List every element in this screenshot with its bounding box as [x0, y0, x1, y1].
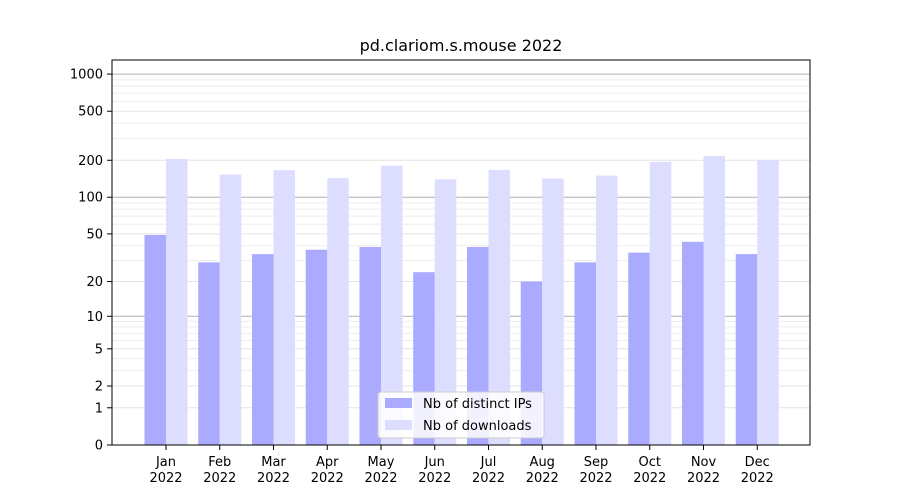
bar-downloads — [434, 179, 457, 445]
y-tick-label: 500 — [78, 105, 103, 120]
y-tick-label: 50 — [86, 227, 103, 242]
bar-downloads — [757, 160, 779, 445]
x-tick-label-year: 2022 — [364, 471, 397, 486]
x-tick-label-year: 2022 — [633, 471, 666, 486]
x-tick-label-month: Mar — [261, 455, 286, 470]
y-axis-ticks: 0 1 2 5 10 20 50 100 200 500 1000 — [70, 68, 112, 454]
bar-distinct-ips — [198, 262, 220, 445]
x-tick-label-year: 2022 — [579, 471, 612, 486]
x-axis-ticks: Jan2022Feb2022Mar2022Apr2022May2022Jun20… — [149, 445, 774, 486]
x-tick-label-month: Oct — [639, 455, 661, 470]
x-tick-label-year: 2022 — [149, 471, 182, 486]
bar-downloads — [219, 174, 242, 446]
x-tick-label-year: 2022 — [418, 471, 451, 486]
legend-label-ips: Nb of distinct IPs — [423, 397, 532, 412]
x-tick-label-month: Feb — [208, 455, 231, 470]
bar-downloads — [542, 178, 564, 445]
plot-frame — [111, 59, 811, 446]
legend-swatch-downloads — [385, 420, 412, 430]
bar-downloads — [381, 165, 403, 445]
y-tick-label: 1 — [95, 401, 103, 416]
x-tick-label-month: Apr — [316, 455, 339, 470]
bar-distinct-ips — [305, 249, 328, 445]
bars — [144, 155, 779, 446]
y-tick-label: 1000 — [70, 68, 103, 83]
x-tick-label-year: 2022 — [257, 471, 290, 486]
x-tick-label-year: 2022 — [526, 471, 559, 486]
chart-title: pd.clariom.s.mouse 2022 — [360, 36, 563, 55]
bar-downloads — [327, 178, 349, 445]
legend-label-downloads: Nb of downloads — [423, 419, 532, 434]
bar-downloads — [596, 175, 618, 446]
x-tick-label-year: 2022 — [472, 471, 505, 486]
y-tick-label: 5 — [95, 342, 103, 357]
x-tick-label-year: 2022 — [741, 471, 774, 486]
bar-distinct-ips — [735, 254, 758, 445]
x-tick-label-year: 2022 — [311, 471, 344, 486]
x-tick-label-year: 2022 — [687, 471, 720, 486]
bar-downloads — [703, 155, 725, 445]
x-tick-label-year: 2022 — [203, 471, 236, 486]
y-tick-label: 2 — [95, 380, 103, 395]
bar-distinct-ips — [252, 254, 274, 445]
bar-downloads — [273, 170, 295, 445]
x-tick-label-month: Jul — [480, 455, 497, 470]
y-tick-label: 10 — [86, 310, 103, 325]
y-tick-label: 200 — [78, 154, 103, 169]
y-tick-label: 100 — [78, 191, 103, 206]
legend-swatch-ips — [385, 398, 412, 408]
y-tick-label: 20 — [86, 275, 103, 290]
bar-downloads — [166, 158, 188, 445]
x-tick-label-month: Nov — [691, 455, 717, 470]
legend: Nb of distinct IPs Nb of downloads — [377, 391, 545, 439]
x-tick-label-month: Dec — [745, 455, 770, 470]
bar-downloads — [649, 161, 672, 445]
bar-distinct-ips — [628, 252, 650, 445]
legend-box — [377, 391, 545, 439]
y-tick-label: 0 — [95, 439, 103, 454]
bar-distinct-ips — [682, 241, 704, 445]
x-tick-label-month: May — [368, 455, 395, 470]
x-tick-label-month: Sep — [584, 455, 609, 470]
x-tick-label-month: Jun — [424, 455, 445, 470]
bar-distinct-ips — [574, 262, 596, 445]
x-tick-label-month: Aug — [530, 455, 555, 470]
bar-distinct-ips — [144, 234, 166, 445]
x-tick-label-month: Jan — [155, 455, 176, 470]
bar-downloads — [488, 169, 510, 445]
bar-distinct-ips — [359, 246, 381, 445]
